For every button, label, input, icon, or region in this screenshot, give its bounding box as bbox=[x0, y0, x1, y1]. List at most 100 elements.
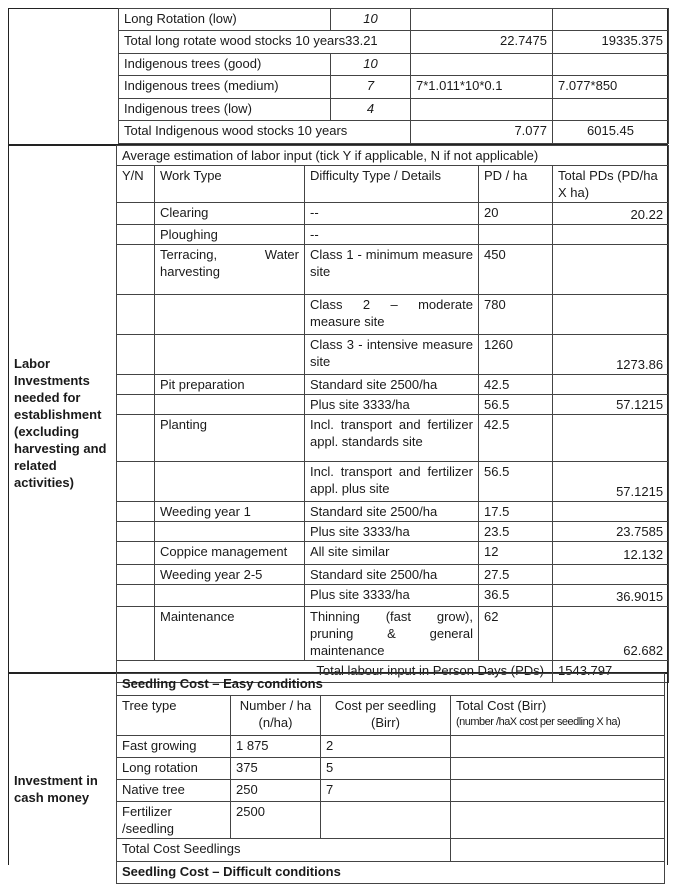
work-type-cell bbox=[154, 461, 305, 502]
difficulty-cell: Class 1 - minimum measure site bbox=[304, 244, 479, 295]
work-type-cell: Planting bbox=[154, 414, 305, 462]
yn-cell[interactable] bbox=[116, 334, 155, 375]
header-yn: Y/N bbox=[116, 165, 155, 203]
total-cost-cell bbox=[449, 735, 666, 758]
tree-type-cell: Fertilizer /seedling bbox=[116, 801, 231, 839]
header-total-pds: Total PDs (PD/ha X ha) bbox=[551, 165, 670, 203]
yn-cell[interactable] bbox=[116, 202, 155, 225]
total-pds-cell: 20.22 bbox=[551, 202, 670, 225]
yn-cell[interactable] bbox=[116, 584, 155, 607]
total-pds-cell bbox=[551, 224, 670, 245]
pd-ha-cell: 20 bbox=[478, 202, 553, 225]
yn-cell[interactable] bbox=[116, 606, 155, 661]
yn-cell[interactable] bbox=[116, 244, 155, 295]
table-header: Y/N Work Type Difficulty Type / Details … bbox=[116, 165, 670, 203]
header-tree-type: Tree type bbox=[116, 695, 231, 736]
header-difficulty: Difficulty Type / Details bbox=[304, 165, 479, 203]
total-pds-cell bbox=[551, 374, 670, 395]
table-row: Class 2 – moderate measure site 780 bbox=[116, 294, 670, 335]
table-row: Native tree 250 7 bbox=[116, 779, 666, 802]
yn-cell[interactable] bbox=[116, 461, 155, 502]
tree-type-cell: Native tree bbox=[116, 779, 231, 802]
table-row: Planting Incl. transport and fertilizer … bbox=[116, 414, 670, 462]
table-row: Indigenous trees (medium) 7 7*1.011*10*0.1… bbox=[118, 75, 669, 99]
tree-type-cell: Fast growing bbox=[116, 735, 231, 758]
difficulty-cell: Standard site 2500/ha bbox=[304, 564, 479, 585]
pd-ha-cell: 56.5 bbox=[478, 394, 553, 415]
yn-cell[interactable] bbox=[116, 414, 155, 462]
row-label: Indigenous trees (medium) bbox=[118, 75, 331, 99]
header-number: Number / ha (n/ha) bbox=[230, 695, 321, 736]
difficulty-cell: Standard site 2500/ha bbox=[304, 374, 479, 395]
table-row: Indigenous trees (low) 4 bbox=[118, 98, 669, 121]
yn-cell[interactable] bbox=[116, 294, 155, 335]
pd-ha-cell: 450 bbox=[478, 244, 553, 295]
cost-cell: 7 bbox=[320, 779, 451, 802]
total-cost-seedlings-value bbox=[449, 838, 666, 862]
total-pds-cell: 57.1215 bbox=[551, 394, 670, 415]
yn-cell[interactable] bbox=[116, 521, 155, 542]
table-row: Weeding year 1 Standard site 2500/ha 17.… bbox=[116, 501, 670, 522]
number-cell: 1 875 bbox=[230, 735, 321, 758]
header-cost: Cost per seedling (Birr) bbox=[320, 695, 451, 736]
work-type-cell: Ploughing bbox=[154, 224, 305, 245]
difficulty-cell: Standard site 2500/ha bbox=[304, 501, 479, 522]
work-type-cell bbox=[154, 294, 305, 335]
seedling-table: Seedling Cost – Easy conditions Tree typ… bbox=[115, 673, 666, 884]
pd-ha-cell: 62 bbox=[478, 606, 553, 661]
total-pds-cell bbox=[551, 294, 670, 335]
total-cost-cell bbox=[449, 801, 666, 839]
yn-cell[interactable] bbox=[116, 394, 155, 415]
yn-cell[interactable] bbox=[116, 564, 155, 585]
difficulty-cell: Class 2 – moderate measure site bbox=[304, 294, 479, 335]
total-pds-cell: 57.1215 bbox=[551, 461, 670, 502]
table-row: Long Rotation (low) 10 bbox=[118, 8, 669, 31]
labor-section-label: Labor Investments needed for establishme… bbox=[14, 356, 107, 490]
difficulty-cell: -- bbox=[304, 202, 479, 225]
tree-type-cell: Long rotation bbox=[116, 757, 231, 780]
pd-ha-cell: 780 bbox=[478, 294, 553, 335]
table-row: Class 3 - intensive measure site 1260 12… bbox=[116, 334, 670, 375]
yn-cell[interactable] bbox=[116, 374, 155, 395]
pd-ha-cell: 12 bbox=[478, 541, 553, 565]
difficulty-cell: Plus site 3333/ha bbox=[304, 521, 479, 542]
yn-cell[interactable] bbox=[116, 224, 155, 245]
cost-cell bbox=[320, 801, 451, 839]
table-row: Total Indigenous wood stocks 10 years 7.0… bbox=[118, 120, 669, 144]
table-row: Incl. transport and fertilizer appl. plu… bbox=[116, 461, 670, 502]
row-label: Total long rotate wood stocks 10 years33… bbox=[118, 30, 411, 54]
total-pds-cell: 1273.86 bbox=[551, 334, 670, 375]
work-type-cell bbox=[154, 394, 305, 415]
pd-ha-cell: 42.5 bbox=[478, 374, 553, 395]
total-pds-cell: 36.9015 bbox=[551, 584, 670, 607]
total-pds-cell: 23.7585 bbox=[551, 521, 670, 542]
total-pds-cell bbox=[551, 414, 670, 462]
total-cost-cell bbox=[449, 757, 666, 780]
table-header: Tree type Number / ha (n/ha) Cost per se… bbox=[116, 695, 666, 736]
table-row: Long rotation 375 5 bbox=[116, 757, 666, 780]
work-type-cell: Weeding year 1 bbox=[154, 501, 305, 522]
yn-cell[interactable] bbox=[116, 541, 155, 565]
total-pds-cell: 62.682 bbox=[551, 606, 670, 661]
difficulty-cell: Thinning (fast grow), pruning & general … bbox=[304, 606, 479, 661]
table-row: Pit preparation Standard site 2500/ha 42… bbox=[116, 374, 670, 395]
row-value: 7 bbox=[330, 75, 411, 99]
total-cost-cell bbox=[449, 779, 666, 802]
cost-cell: 5 bbox=[320, 757, 451, 780]
work-type-cell: Coppice management bbox=[154, 541, 305, 565]
table-row: Weeding year 2-5 Standard site 2500/ha 2… bbox=[116, 564, 670, 585]
labor-intro: Average estimation of labor input (tick … bbox=[115, 145, 670, 166]
total-cost-seedlings-label: Total Cost Seedlings bbox=[116, 838, 451, 862]
yn-cell[interactable] bbox=[116, 501, 155, 522]
total-pds-cell: 12.132 bbox=[551, 541, 670, 565]
row-value: 10 bbox=[330, 53, 411, 76]
cost-cell: 2 bbox=[320, 735, 451, 758]
difficulty-cell: -- bbox=[304, 224, 479, 245]
difficulty-cell: Incl. transport and fertilizer appl. plu… bbox=[304, 461, 479, 502]
work-type-cell bbox=[154, 584, 305, 607]
row-label: Indigenous trees (low) bbox=[118, 98, 331, 121]
row-total: 19335.375 bbox=[552, 30, 669, 54]
row-calc: 7.077 bbox=[410, 120, 553, 144]
row-label: Total Indigenous wood stocks 10 years bbox=[118, 120, 411, 144]
table-row: Total long rotate wood stocks 10 years33… bbox=[118, 30, 669, 54]
